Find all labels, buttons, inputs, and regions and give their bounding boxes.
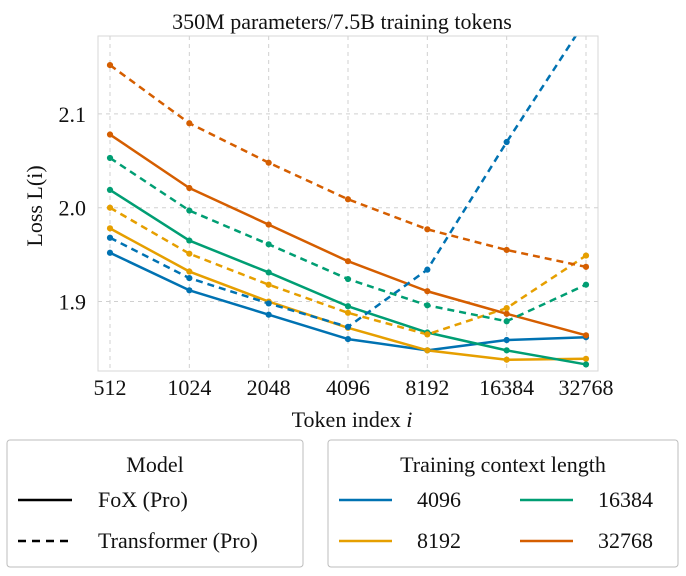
x-axis-label-variable: i (406, 407, 412, 432)
series-point (186, 268, 193, 275)
model-legend-box (6, 439, 304, 568)
series-point (106, 249, 114, 256)
series-point (106, 154, 114, 162)
fox-legend-label: FoX (Pro) (98, 487, 188, 512)
context-4096-legend-label: 4096 (417, 487, 461, 512)
y-tick-label: 2.1 (59, 102, 87, 127)
x-tick-label: 512 (94, 375, 127, 400)
series-point (424, 347, 431, 354)
model-legend: Model FoX (Pro) Transformer (Pro) (6, 439, 304, 568)
series-point (106, 225, 114, 232)
series-point (186, 275, 193, 282)
context-legend: Training context length 4096 16384 8192 … (327, 439, 679, 568)
y-tick-label: 2.0 (59, 196, 87, 221)
axis-layer: 512 1024 2048 4096 8192 16384 32768 1.9 2.0 2.1 (59, 35, 614, 400)
series-point (106, 131, 114, 138)
series-point (344, 323, 352, 330)
series-point (582, 361, 590, 368)
series-point (344, 309, 352, 316)
series-point (186, 287, 193, 294)
series-point (582, 332, 590, 339)
series-point (344, 196, 352, 203)
series-point (344, 258, 352, 265)
context-32768-legend-label: 32768 (598, 528, 653, 553)
series-point (265, 281, 272, 288)
y-tick-label: 1.9 (59, 290, 87, 315)
series-point (265, 269, 272, 276)
series-point (424, 226, 431, 233)
x-tick-label: 16384 (479, 375, 534, 400)
series-point (503, 347, 510, 354)
series-point (424, 266, 431, 273)
plot-border (97, 35, 599, 372)
series-point (424, 331, 431, 338)
series-point (265, 159, 272, 166)
series-point (503, 305, 510, 312)
x-tick-label: 32768 (559, 375, 614, 400)
series-point (582, 281, 590, 288)
context-8192-legend-label: 8192 (417, 528, 461, 553)
series-point (186, 207, 193, 214)
series-point (582, 263, 590, 270)
series-point (265, 311, 272, 318)
series-point (186, 120, 193, 127)
series-point (503, 310, 510, 317)
series-point (106, 186, 114, 193)
series-point (106, 204, 114, 211)
series-point (186, 250, 193, 257)
series-point (186, 237, 193, 244)
context-legend-title: Training context length (400, 452, 606, 477)
series-point (186, 184, 193, 192)
x-axis-label-main: Token index (292, 407, 407, 432)
model-legend-title: Model (126, 452, 183, 477)
series-point (503, 318, 510, 325)
series-point (344, 275, 352, 283)
x-tick-label: 4096 (326, 375, 370, 400)
series-point (424, 302, 431, 309)
series-point (503, 356, 510, 363)
y-axis-label: Loss L(i) (22, 165, 47, 246)
series-point (265, 241, 272, 248)
series-point (265, 300, 272, 307)
series-point (503, 336, 510, 344)
x-tick-label: 2048 (247, 375, 291, 400)
series-point (344, 303, 352, 310)
series-point (106, 61, 114, 69)
context-legend-box (327, 439, 679, 568)
y-axis-label-group: Loss L(i) (22, 165, 47, 246)
series-point (503, 138, 510, 146)
chart-title: 350M parameters/7.5B training tokens (172, 9, 512, 34)
x-tick-label: 8192 (405, 375, 449, 400)
points-layer (106, 61, 590, 368)
series-point (265, 221, 272, 228)
series-point (344, 335, 352, 343)
context-16384-legend-label: 16384 (598, 487, 653, 512)
x-tick-label: 1024 (167, 375, 211, 400)
series-point (503, 246, 510, 254)
series-point (582, 355, 590, 362)
transformer-legend-label: Transformer (Pro) (98, 528, 258, 553)
series-point (424, 288, 431, 295)
series-point (106, 234, 114, 241)
series-point (582, 252, 590, 259)
x-axis-label: Token index i (292, 407, 413, 432)
